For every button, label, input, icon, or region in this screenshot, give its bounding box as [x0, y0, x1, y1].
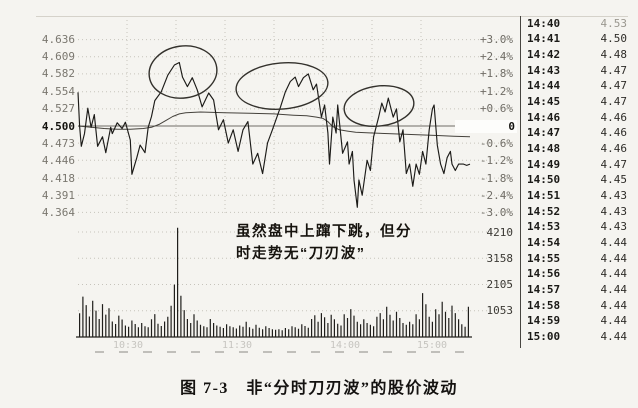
- quote-price: 4.47: [600, 79, 628, 93]
- figure-caption: 图 7-3 非“分时刀刃波”的股价波动: [180, 380, 458, 397]
- quote-time: 14:45: [527, 94, 561, 108]
- quote-time: 14:50: [527, 173, 561, 187]
- quote-price: 4.44: [600, 329, 628, 343]
- pct-axis-label: +1.8%: [479, 67, 513, 81]
- annotation-text-line1: 虽然盘中上蹿下跳，但分: [236, 224, 412, 240]
- volume-axis-label: 4210: [486, 225, 514, 239]
- quote-time: 14:55: [527, 251, 561, 265]
- quote-price: 4.44: [600, 298, 628, 312]
- quote-time: 14:44: [527, 79, 561, 93]
- quote-price: 4.44: [600, 235, 628, 249]
- annotation-text-line2: 时走势无“刀刃波”: [236, 246, 366, 262]
- quote-time: 14:43: [527, 63, 561, 77]
- price-axis-label: 4.473: [41, 136, 75, 150]
- quote-time: 14:49: [527, 157, 561, 171]
- price-axis-label: 4.391: [41, 188, 75, 202]
- quote-time: 15:00: [527, 329, 561, 343]
- quote-price: 4.44: [600, 267, 628, 281]
- quote-time: 14:48: [527, 141, 561, 155]
- highlight-ellipse: [343, 84, 415, 128]
- pct-axis-label: -2.4%: [479, 188, 513, 202]
- quote-price: 4.43: [600, 204, 628, 218]
- price-line: [77, 61, 471, 208]
- average-price-line: [77, 111, 471, 138]
- pct-axis-label: -1.2%: [479, 153, 513, 167]
- pct-axis-label: 0: [455, 119, 517, 133]
- price-axis-label: 4.446: [41, 153, 75, 167]
- quote-time: 14:57: [527, 282, 561, 296]
- pct-axis-label: +2.4%: [479, 50, 513, 64]
- quote-time: 14:59: [527, 314, 561, 328]
- volume-bars: [79, 227, 469, 337]
- pct-axis-label: +0.6%: [479, 102, 513, 116]
- quote-price: 4.44: [600, 251, 628, 265]
- quote-price: 4.48: [600, 47, 628, 61]
- pct-axis-label: -1.8%: [479, 171, 513, 185]
- quote-price: 4.46: [600, 141, 628, 155]
- price-axis-label: 4.500: [41, 119, 75, 133]
- price-axis-label: 4.527: [41, 102, 75, 116]
- quote-time: 14:58: [527, 298, 561, 312]
- pct-axis-label: +1.2%: [479, 85, 513, 99]
- pct-axis-label: -0.6%: [479, 136, 513, 150]
- volume-axis-label: 3158: [486, 251, 514, 265]
- quote-time: 14:41: [527, 32, 561, 46]
- price-axis-label: 4.609: [41, 50, 75, 64]
- quote-time: 14:52: [527, 204, 561, 218]
- quote-time: 14:40: [527, 16, 561, 30]
- price-axis-label: 4.636: [41, 33, 75, 47]
- quote-price: 4.47: [600, 63, 628, 77]
- scan-bleed-dashes: [95, 351, 470, 353]
- quote-price: 4.45: [600, 173, 628, 187]
- volume-axis-label: 1053: [486, 304, 514, 318]
- quote-price: 4.43: [600, 188, 628, 202]
- quote-price: 4.53: [600, 16, 628, 30]
- quote-time: 14:46: [527, 110, 561, 124]
- session-time-label: 15:00: [416, 340, 448, 351]
- quote-time: 14:42: [527, 47, 561, 61]
- quote-time: 14:53: [527, 220, 561, 234]
- quote-price: 4.50: [600, 32, 628, 46]
- price-axis-label: 4.418: [41, 171, 75, 185]
- highlight-ellipse: [148, 45, 218, 99]
- quote-time: 14:54: [527, 235, 561, 249]
- price-axis-label: 4.364: [41, 205, 75, 219]
- quote-price: 4.46: [600, 126, 628, 140]
- price-axis-label: 4.554: [41, 85, 75, 99]
- highlight-ellipse: [235, 62, 329, 110]
- quote-price: 4.44: [600, 314, 628, 328]
- quote-price: 4.43: [600, 220, 628, 234]
- session-time-label: 14:00: [329, 340, 361, 351]
- pct-axis-label: -3.0%: [479, 205, 513, 219]
- quote-price: 4.46: [600, 110, 628, 124]
- price-axis-label: 4.582: [41, 67, 75, 81]
- pct-axis-label: +3.0%: [479, 33, 513, 47]
- quote-time: 14:47: [527, 126, 561, 140]
- quote-time: 14:51: [527, 188, 561, 202]
- quote-price: 4.47: [600, 157, 628, 171]
- quote-time: 14:56: [527, 267, 561, 281]
- quote-price: 4.47: [600, 94, 628, 108]
- quote-price: 4.44: [600, 282, 628, 296]
- session-time-label: 10:30: [112, 340, 144, 351]
- volume-axis-label: 2105: [486, 278, 514, 291]
- session-time-label: 11:30: [221, 340, 253, 351]
